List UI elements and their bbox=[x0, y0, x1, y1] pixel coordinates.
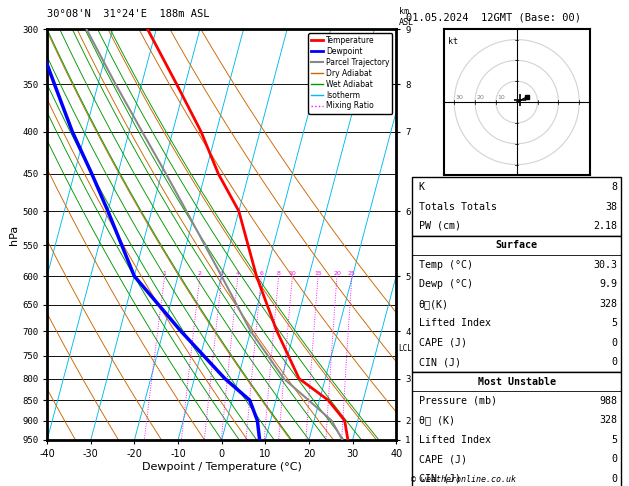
Text: 10: 10 bbox=[289, 271, 296, 276]
Text: 8: 8 bbox=[611, 182, 617, 192]
Text: 01.05.2024  12GMT (Base: 00): 01.05.2024 12GMT (Base: 00) bbox=[406, 12, 581, 22]
Text: 25: 25 bbox=[348, 271, 356, 276]
Text: 328: 328 bbox=[599, 416, 617, 425]
Bar bbox=[412, 372, 621, 486]
Text: 4: 4 bbox=[236, 271, 240, 276]
Text: 2.18: 2.18 bbox=[593, 221, 617, 231]
Text: © weatheronline.co.uk: © weatheronline.co.uk bbox=[411, 474, 516, 484]
Text: 38: 38 bbox=[605, 202, 617, 211]
Text: 0: 0 bbox=[611, 454, 617, 464]
Text: 1: 1 bbox=[163, 271, 167, 276]
Bar bbox=[412, 177, 621, 236]
Text: 3: 3 bbox=[220, 271, 224, 276]
Bar bbox=[412, 236, 621, 372]
Text: 10: 10 bbox=[497, 95, 504, 101]
Text: 0: 0 bbox=[611, 474, 617, 484]
Text: 5: 5 bbox=[611, 435, 617, 445]
Text: CAPE (J): CAPE (J) bbox=[418, 338, 467, 347]
X-axis label: Dewpoint / Temperature (°C): Dewpoint / Temperature (°C) bbox=[142, 462, 302, 471]
Text: 30°08'N  31°24'E  188m ASL: 30°08'N 31°24'E 188m ASL bbox=[47, 9, 209, 19]
Y-axis label: hPa: hPa bbox=[9, 225, 19, 244]
Text: 6: 6 bbox=[259, 271, 264, 276]
Text: 8: 8 bbox=[277, 271, 281, 276]
Text: Temp (°C): Temp (°C) bbox=[418, 260, 472, 270]
Text: kt: kt bbox=[448, 37, 458, 47]
Text: CIN (J): CIN (J) bbox=[418, 357, 460, 367]
Text: 20: 20 bbox=[333, 271, 341, 276]
Text: Pressure (mb): Pressure (mb) bbox=[418, 396, 496, 406]
Text: 15: 15 bbox=[314, 271, 322, 276]
Legend: Temperature, Dewpoint, Parcel Trajectory, Dry Adiabat, Wet Adiabat, Isotherm, Mi: Temperature, Dewpoint, Parcel Trajectory… bbox=[308, 33, 392, 114]
Text: 988: 988 bbox=[599, 396, 617, 406]
Text: 9.9: 9.9 bbox=[599, 279, 617, 289]
Text: 5: 5 bbox=[611, 318, 617, 328]
Text: Totals Totals: Totals Totals bbox=[418, 202, 496, 211]
Text: 328: 328 bbox=[599, 299, 617, 309]
Text: Surface: Surface bbox=[496, 241, 538, 250]
Text: LCL: LCL bbox=[398, 344, 413, 353]
Text: Dewp (°C): Dewp (°C) bbox=[418, 279, 472, 289]
Text: PW (cm): PW (cm) bbox=[418, 221, 460, 231]
Text: km
ASL: km ASL bbox=[399, 7, 414, 27]
Text: K: K bbox=[418, 182, 425, 192]
Text: Lifted Index: Lifted Index bbox=[418, 435, 491, 445]
Text: 0: 0 bbox=[611, 357, 617, 367]
Text: 2: 2 bbox=[198, 271, 202, 276]
Text: 0: 0 bbox=[611, 338, 617, 347]
Text: 30: 30 bbox=[455, 95, 463, 101]
Text: θᴁ(K): θᴁ(K) bbox=[418, 299, 448, 309]
Text: CAPE (J): CAPE (J) bbox=[418, 454, 467, 464]
Text: θᴁ (K): θᴁ (K) bbox=[418, 416, 455, 425]
Text: CIN (J): CIN (J) bbox=[418, 474, 460, 484]
Text: 20: 20 bbox=[476, 95, 484, 101]
Text: Lifted Index: Lifted Index bbox=[418, 318, 491, 328]
Text: Most Unstable: Most Unstable bbox=[477, 377, 556, 386]
Text: 30.3: 30.3 bbox=[593, 260, 617, 270]
